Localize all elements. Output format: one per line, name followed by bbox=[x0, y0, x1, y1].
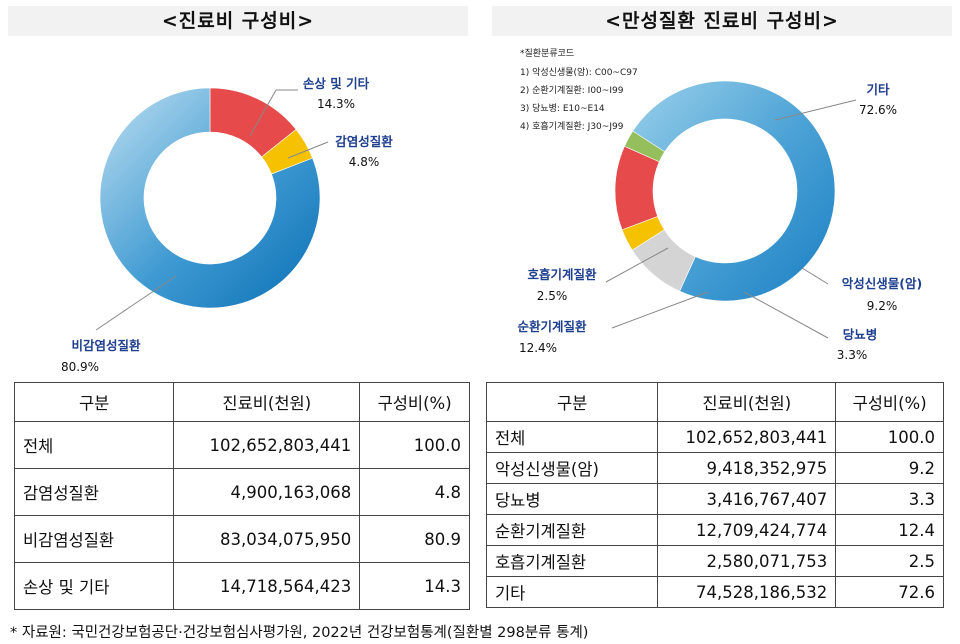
code-note-line: 1) 악성신생물(암): C00~C97 bbox=[520, 66, 638, 78]
leader-line bbox=[605, 247, 669, 283]
leader-line bbox=[287, 141, 329, 159]
donut-slice-1 bbox=[632, 80, 836, 302]
table-row: 당뇨병 3,416,767,407 3.3 bbox=[485, 483, 944, 515]
donut-slice-3 bbox=[99, 87, 321, 309]
label-respiratory-name: 호흡기계질환 bbox=[527, 267, 597, 282]
table-cell-cost: 2,580,071,753 bbox=[657, 545, 837, 577]
left-chart-title: <진료비 구성비> bbox=[8, 6, 468, 36]
table-header-cell: 진료비(천원) bbox=[657, 382, 837, 422]
table-cell-category: 순환기계질환 bbox=[485, 514, 659, 546]
code-note-line: 2) 순환기계질환: I00~I99 bbox=[520, 84, 624, 96]
leader-line bbox=[801, 267, 829, 285]
table-header-row: 구분 진료비(천원) 구성비(%) bbox=[485, 382, 944, 422]
table-row: 악성신생물(암) 9,418,352,975 9.2 bbox=[485, 452, 944, 484]
table-row: 손상 및 기타 14,718,564,423 14.3 bbox=[13, 562, 470, 610]
table-cell-category: 악성신생물(암) bbox=[485, 452, 659, 484]
leader-line bbox=[774, 99, 857, 121]
table-header-cell: 구성비(%) bbox=[835, 382, 944, 422]
table-cell-category: 전체 bbox=[485, 421, 659, 453]
donut-slice-5 bbox=[624, 130, 666, 163]
table-header-cell: 구분 bbox=[485, 382, 659, 422]
table-cell-category: 기타 bbox=[485, 576, 659, 608]
table-cell-category: 손상 및 기타 bbox=[13, 562, 175, 610]
label-noninfectious-value: 80.9% bbox=[61, 360, 99, 374]
label-infectious-name: 감염성질환 bbox=[335, 134, 393, 149]
table-header-cell: 구성비(%) bbox=[359, 382, 470, 422]
table-row: 비감염성질환 83,034,075,950 80.9 bbox=[13, 515, 470, 563]
leader-line bbox=[611, 291, 709, 329]
table-cell-share: 100.0 bbox=[835, 421, 944, 453]
table-cell-cost: 14,718,564,423 bbox=[173, 562, 361, 610]
label-noninfectious-name: 비감염성질환 bbox=[71, 338, 141, 353]
leader-line bbox=[95, 275, 177, 331]
label-other-name: 기타 bbox=[866, 82, 890, 97]
table-cell-share: 12.4 bbox=[835, 514, 944, 546]
table-cell-cost: 12,709,424,774 bbox=[657, 514, 837, 546]
table-cell-share: 80.9 bbox=[359, 515, 470, 563]
right-chart-title: <만성질환 진료비 구성비> bbox=[492, 6, 952, 36]
label-circulatory-value: 12.4% bbox=[519, 341, 557, 355]
code-note-line: 3) 당뇨병: E10~E14 bbox=[520, 103, 605, 114]
table-header-cell: 진료비(천원) bbox=[173, 382, 361, 422]
table-cell-cost: 3,416,767,407 bbox=[657, 483, 837, 515]
label-injury-name: 손상 및 기타 bbox=[303, 76, 370, 91]
table-cell-share: 2.5 bbox=[835, 545, 944, 577]
right-data-table: 구분 진료비(천원) 구성비(%) 전체 102,652,803,441 100… bbox=[485, 382, 944, 608]
table-row: 전체 102,652,803,441 100.0 bbox=[13, 421, 470, 469]
label-injury-value: 14.3% bbox=[317, 97, 355, 111]
table-cell-category: 당뇨병 bbox=[485, 483, 659, 515]
table-cell-share: 4.8 bbox=[359, 468, 470, 516]
table-row: 호흡기계질환 2,580,071,753 2.5 bbox=[485, 545, 944, 577]
code-note-title: *질환분류코드 bbox=[520, 47, 574, 59]
leader-line bbox=[249, 89, 277, 137]
label-cancer-value: 9.2% bbox=[867, 299, 898, 313]
table-cell-category: 전체 bbox=[13, 421, 175, 469]
label-infectious-value: 4.8% bbox=[349, 155, 380, 169]
source-footnote: * 자료원: 국민건강보험공단·건강보험심사평가원, 2022년 건강보험통계(… bbox=[10, 625, 589, 641]
table-cell-cost: 9,418,352,975 bbox=[657, 452, 837, 484]
right-donut-chart: *질환분류코드 1) 악성신생물(암): C00~C97 2) 순환기계질환: … bbox=[517, 47, 922, 362]
table-cell-share: 9.2 bbox=[835, 452, 944, 484]
label-respiratory-value: 2.5% bbox=[537, 289, 568, 303]
table-cell-cost: 83,034,075,950 bbox=[173, 515, 361, 563]
table-row: 전체 102,652,803,441 100.0 bbox=[485, 421, 944, 453]
table-row: 기타 74,528,186,532 72.6 bbox=[485, 576, 944, 608]
table-cell-share: 14.3 bbox=[359, 562, 470, 610]
table-header-cell: 구분 bbox=[13, 382, 175, 422]
left-data-table: 구분 진료비(천원) 구성비(%) 전체 102,652,803,441 100… bbox=[13, 382, 470, 610]
left-donut-chart: 손상 및 기타 14.3% 감염성질환 4.8% 비감염성질환 80.9% bbox=[61, 76, 393, 374]
table-cell-share: 3.3 bbox=[835, 483, 944, 515]
table-cell-cost: 102,652,803,441 bbox=[173, 421, 361, 469]
table-row: 감염성질환 4,900,163,068 4.8 bbox=[13, 468, 470, 516]
table-row: 순환기계질환 12,709,424,774 12.4 bbox=[485, 514, 944, 546]
table-cell-category: 비감염성질환 bbox=[13, 515, 175, 563]
label-diabetes-value: 3.3% bbox=[837, 348, 868, 362]
table-cell-cost: 4,900,163,068 bbox=[173, 468, 361, 516]
table-header-row: 구분 진료비(천원) 구성비(%) bbox=[13, 382, 470, 422]
table-cell-cost: 74,528,186,532 bbox=[657, 576, 837, 608]
label-other-value: 72.6% bbox=[859, 103, 897, 117]
table-cell-share: 100.0 bbox=[359, 421, 470, 469]
table-cell-share: 72.6 bbox=[835, 576, 944, 608]
table-cell-category: 호흡기계질환 bbox=[485, 545, 659, 577]
leader-line bbox=[743, 291, 829, 339]
code-note-line: 4) 호흡기계질환: J30~J99 bbox=[520, 120, 624, 132]
table-cell-cost: 102,652,803,441 bbox=[657, 421, 837, 453]
table-cell-category: 감염성질환 bbox=[13, 468, 175, 516]
label-circulatory-name: 순환기계질환 bbox=[517, 319, 587, 334]
label-cancer-name: 악성신생물(암) bbox=[842, 276, 922, 291]
label-diabetes-name: 당뇨병 bbox=[843, 327, 878, 342]
